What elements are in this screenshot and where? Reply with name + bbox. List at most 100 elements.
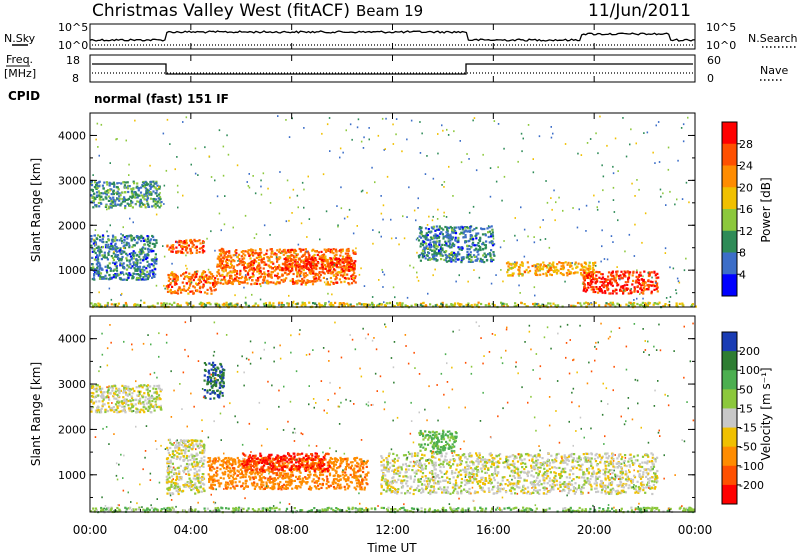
scatter-cell [240, 255, 243, 258]
scatter-cell [266, 280, 269, 283]
scatter-cell [95, 246, 98, 250]
scatter-cell [198, 302, 201, 306]
scatter-cell [262, 302, 266, 305]
scatter-cell [295, 256, 298, 259]
scatter-cell [147, 275, 150, 278]
scatter-cell [491, 240, 494, 243]
scatter-cell [518, 275, 520, 277]
scatter-cell [195, 470, 198, 473]
scatter-cell [452, 195, 454, 197]
scatter-cell [141, 386, 144, 389]
scatter-cell [534, 269, 537, 272]
scatter-cell [95, 256, 98, 259]
scatter-cell [432, 236, 435, 239]
scatter-cell [136, 276, 139, 280]
scatter-cell [466, 244, 469, 247]
scatter-cell [314, 272, 317, 275]
scatter-cell [112, 189, 115, 192]
scatter-cell [191, 439, 194, 442]
scatter-cell [460, 256, 463, 259]
scatter-cell [229, 277, 232, 280]
scatter-cell [618, 277, 621, 280]
scatter-cell [476, 250, 479, 253]
scatter-cell [581, 266, 584, 269]
scatter-cell [269, 261, 272, 264]
scatter-cell [230, 274, 233, 277]
scatter-cell [117, 257, 120, 260]
scatter-cell [114, 276, 117, 279]
scatter-cell [137, 390, 140, 393]
nsky-tick-bottom: 10^0 [58, 39, 88, 52]
scatter-cell [182, 121, 184, 123]
scatter-cell [136, 200, 139, 203]
scatter-cell [322, 262, 325, 265]
scatter-cell [647, 286, 650, 289]
scatter-cell [232, 278, 235, 281]
scatter-cell [144, 396, 147, 399]
scatter-cell [126, 202, 129, 205]
scatter-cell [488, 241, 491, 244]
scatter-cell [218, 212, 221, 215]
cpid-label: CPID [8, 89, 40, 103]
freq-label-line1: Freq. [6, 53, 33, 66]
scatter-cell [155, 213, 158, 216]
scatter-cell [601, 229, 603, 232]
scatter-cell [338, 484, 341, 488]
scatter-cell [94, 229, 97, 231]
scatter-cell [545, 274, 548, 277]
scatter-cell [601, 164, 603, 167]
scatter-cell [330, 251, 333, 254]
scatter-cell [340, 186, 342, 189]
scatter-cell [253, 304, 256, 307]
scatter-cell [491, 231, 494, 234]
scatter-cell [443, 258, 446, 261]
scatter-cell [368, 138, 370, 141]
scatter-cell [256, 252, 259, 255]
scatter-cell [449, 235, 452, 238]
scatter-cell [123, 398, 127, 401]
scatter-cell [171, 247, 174, 250]
scatter-cell [316, 484, 320, 487]
scatter-cell [286, 265, 289, 268]
scatter-cell [519, 263, 522, 266]
scatter-cell [153, 197, 156, 201]
scatter-cell [293, 260, 296, 263]
scatter-cell [103, 403, 106, 406]
scatter-cell [155, 239, 158, 242]
scatter-cell [109, 224, 111, 227]
colorbar-swatch [722, 230, 737, 253]
scatter-cell [95, 204, 98, 207]
scatter-cell [203, 275, 206, 278]
scatter-cell [134, 398, 137, 401]
scatter-cell [182, 445, 185, 448]
scatter-cell [95, 263, 98, 266]
scatter-cell [214, 249, 216, 252]
scatter-cell [199, 291, 202, 294]
scatter-cell [118, 259, 121, 262]
scatter-cell [122, 262, 125, 265]
scatter-cell [532, 171, 535, 174]
scatter-cell [327, 249, 330, 252]
scatter-cell [646, 131, 649, 134]
scatter-cell [265, 280, 268, 283]
scatter-cell [106, 183, 109, 186]
scatter-cell [139, 248, 142, 251]
scatter-cell [117, 402, 120, 405]
scatter-cell [128, 252, 131, 256]
scatter-cell [452, 229, 454, 232]
scatter-cell [270, 270, 273, 274]
scatter-cell [120, 257, 123, 261]
scatter-cell [341, 270, 344, 273]
scatter-cell [215, 471, 218, 474]
scatter-cell [189, 483, 192, 486]
scatter-cell [351, 138, 353, 141]
scatter-cell [171, 475, 174, 478]
scatter-cell [266, 274, 269, 277]
scatter-cell [139, 397, 142, 400]
scatter-cell [151, 259, 154, 262]
scatter-cell [636, 290, 640, 293]
scatter-cell [195, 475, 198, 478]
freq-series-line [92, 63, 693, 75]
scatter-cell [226, 272, 229, 275]
scatter-cell [270, 281, 273, 284]
